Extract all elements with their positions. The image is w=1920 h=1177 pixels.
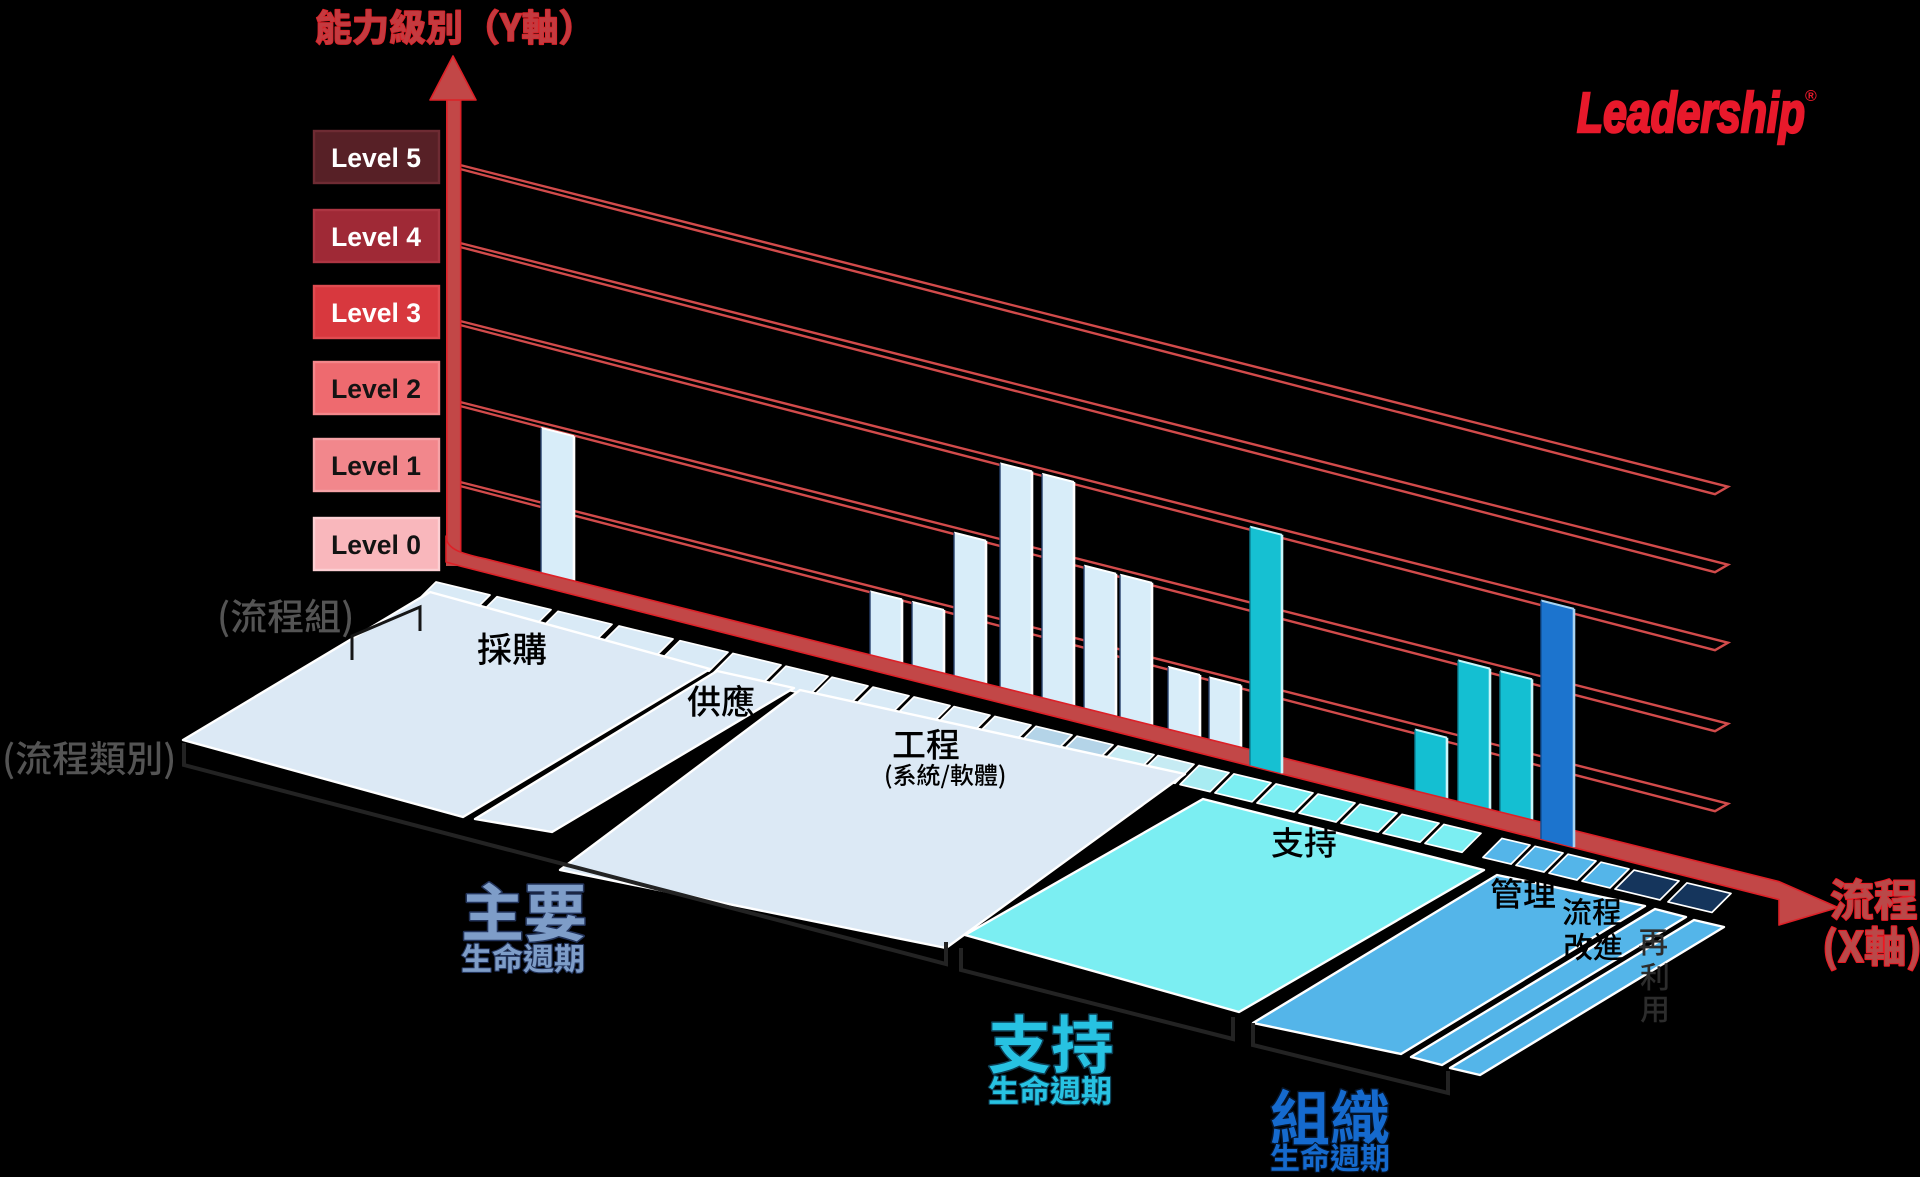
svg-text:Level 2: Level 2	[331, 374, 421, 404]
svg-text:Level 0: Level 0	[331, 530, 421, 560]
svg-text:Level 3: Level 3	[331, 298, 421, 328]
svg-text:®: ®	[1805, 88, 1817, 105]
svg-text:Level 1: Level 1	[331, 451, 421, 481]
svg-text:Leadership: Leadership	[1577, 81, 1805, 145]
svg-text:Level 5: Level 5	[331, 143, 421, 173]
svg-text:Level 4: Level 4	[331, 222, 421, 252]
